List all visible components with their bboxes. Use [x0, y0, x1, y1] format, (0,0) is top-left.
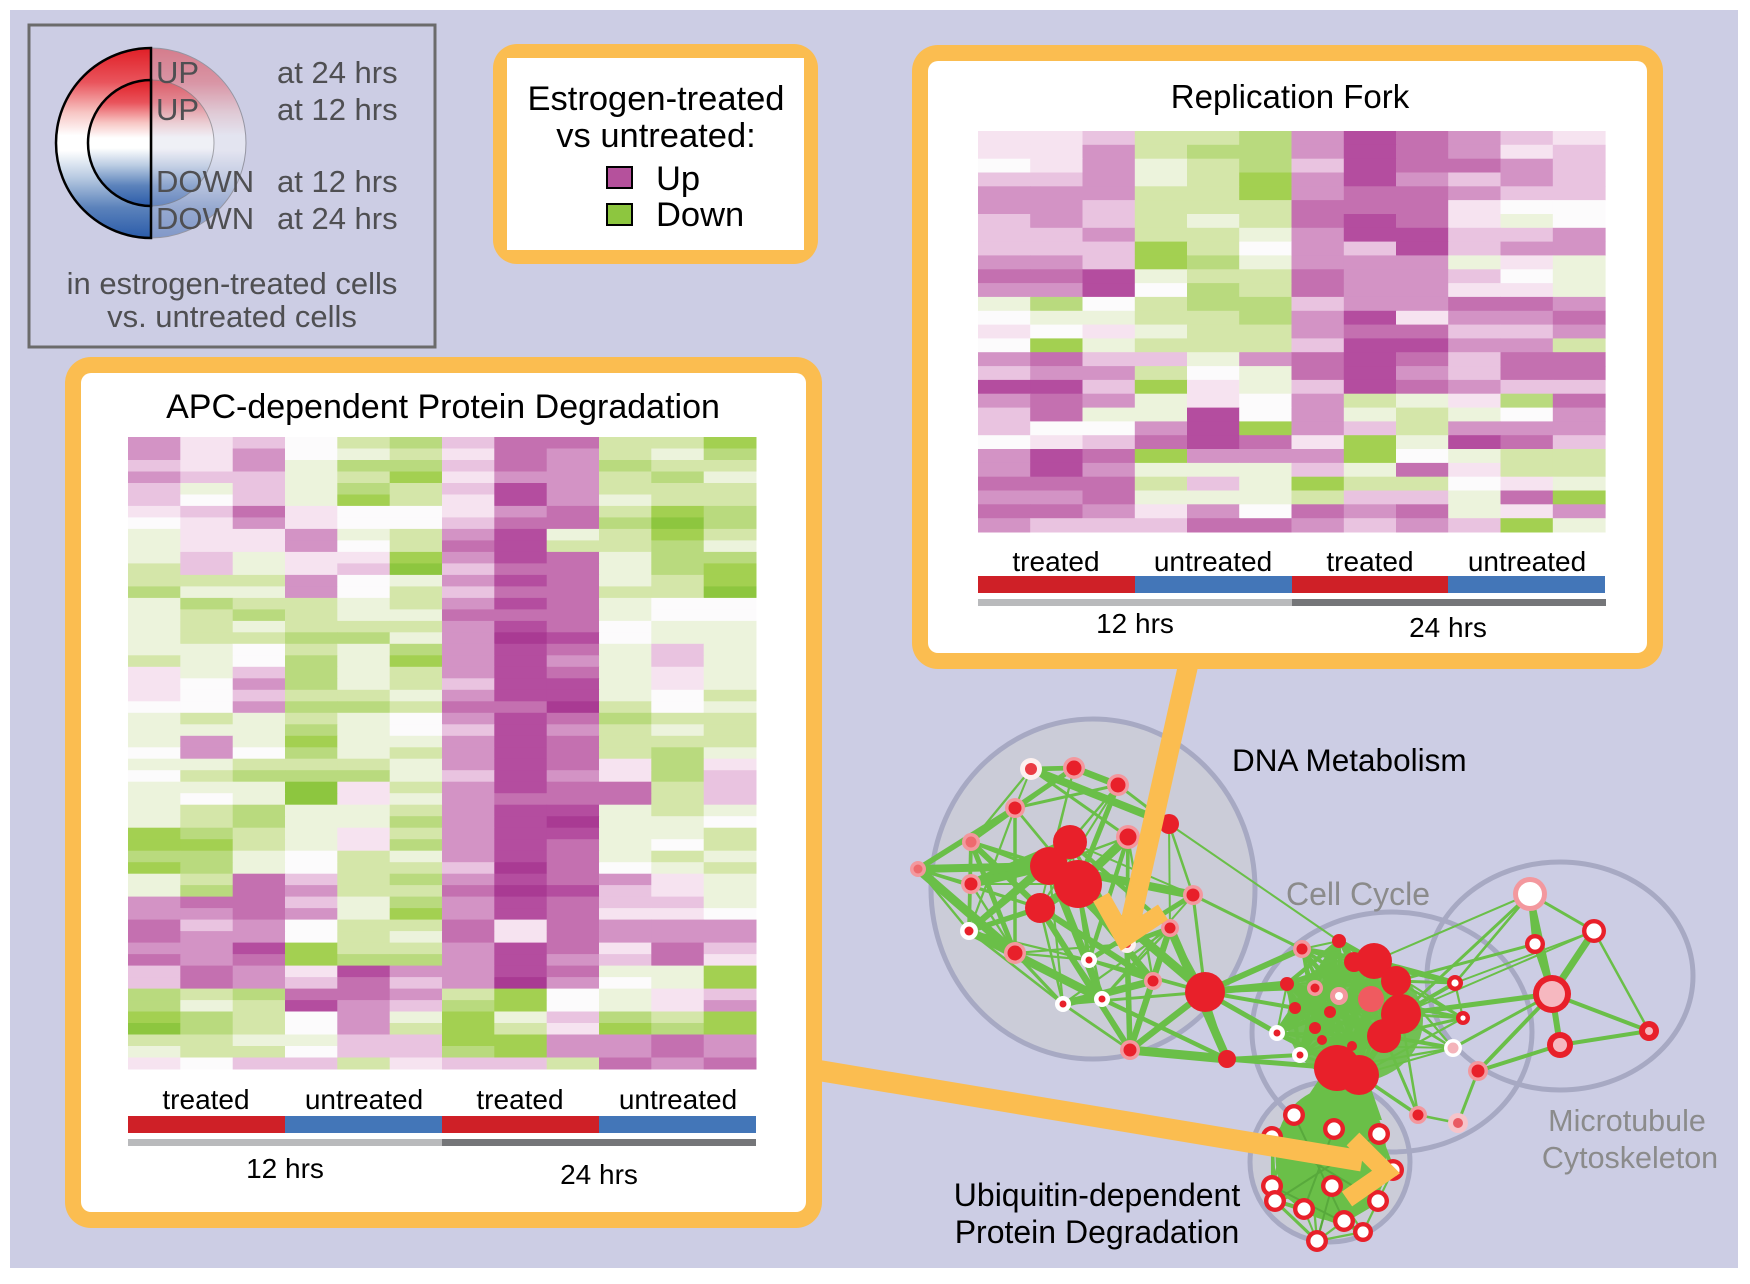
svg-text:untreated: untreated — [1154, 546, 1272, 577]
svg-text:treated: treated — [1012, 546, 1099, 577]
svg-text:Protein Degradation: Protein Degradation — [955, 1214, 1240, 1250]
svg-text:vs. untreated cells: vs. untreated cells — [107, 299, 357, 334]
svg-text:at 24 hrs: at 24 hrs — [277, 201, 398, 236]
svg-text:vs untreated:: vs untreated: — [556, 117, 755, 155]
svg-text:Down: Down — [656, 196, 744, 234]
svg-text:12 hrs: 12 hrs — [1096, 608, 1174, 639]
svg-text:DOWN: DOWN — [156, 201, 254, 236]
svg-text:untreated: untreated — [305, 1084, 423, 1115]
svg-text:24 hrs: 24 hrs — [1409, 612, 1487, 643]
svg-text:12 hrs: 12 hrs — [246, 1153, 324, 1184]
svg-text:treated: treated — [1326, 546, 1413, 577]
svg-text:UP: UP — [156, 55, 199, 90]
svg-text:Cytoskeleton: Cytoskeleton — [1542, 1141, 1718, 1175]
svg-text:Up: Up — [656, 160, 700, 198]
svg-text:DNA Metabolism: DNA Metabolism — [1232, 742, 1467, 778]
svg-text:at 12 hrs: at 12 hrs — [277, 164, 398, 199]
svg-text:untreated: untreated — [619, 1084, 737, 1115]
svg-text:in estrogen-treated cells: in estrogen-treated cells — [67, 266, 398, 301]
svg-text:Ubiquitin-dependent: Ubiquitin-dependent — [954, 1177, 1241, 1213]
svg-text:treated: treated — [162, 1084, 249, 1115]
svg-text:Estrogen-treated: Estrogen-treated — [528, 80, 785, 118]
svg-text:Cell Cycle: Cell Cycle — [1286, 876, 1430, 912]
svg-text:Replication Fork: Replication Fork — [1171, 78, 1410, 115]
svg-text:at 12 hrs: at 12 hrs — [277, 92, 398, 127]
svg-text:at 24 hrs: at 24 hrs — [277, 55, 398, 90]
svg-text:treated: treated — [476, 1084, 563, 1115]
svg-text:APC-dependent Protein Degradat: APC-dependent Protein Degradation — [166, 388, 720, 426]
svg-text:24 hrs: 24 hrs — [560, 1159, 638, 1190]
svg-text:Microtubule: Microtubule — [1548, 1104, 1706, 1138]
svg-text:DOWN: DOWN — [156, 164, 254, 199]
svg-text:untreated: untreated — [1468, 546, 1586, 577]
svg-text:UP: UP — [156, 92, 199, 127]
